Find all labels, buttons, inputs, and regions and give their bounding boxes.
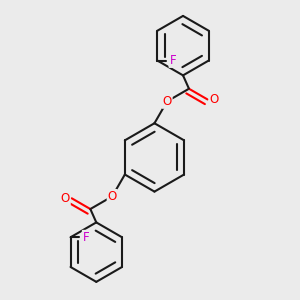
Text: O: O — [108, 190, 117, 203]
Text: F: F — [169, 54, 176, 67]
Text: F: F — [83, 231, 89, 244]
Text: O: O — [163, 95, 172, 108]
Text: O: O — [209, 93, 219, 106]
Text: O: O — [61, 192, 70, 205]
